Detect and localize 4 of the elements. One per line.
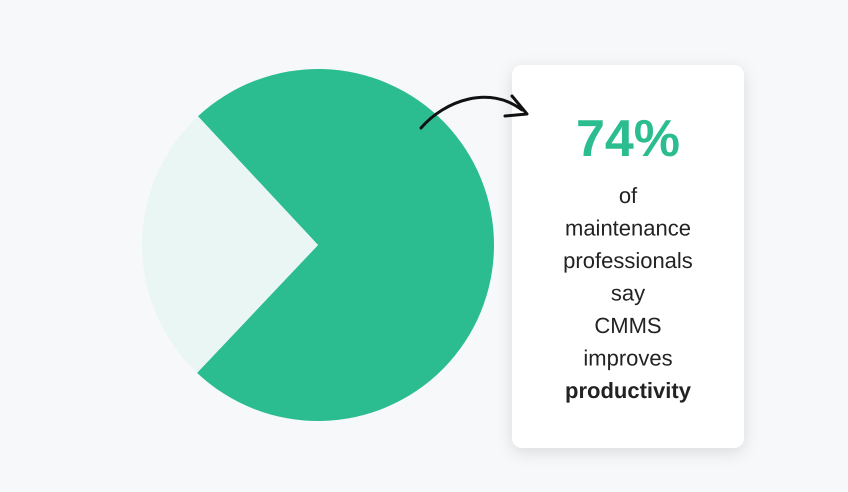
pie-slice bbox=[142, 116, 318, 373]
text: of maintenance professionals say CMMS improves productivity bbox=[563, 183, 693, 403]
pie-slice bbox=[197, 69, 494, 421]
data-label: 74% bbox=[576, 110, 680, 168]
